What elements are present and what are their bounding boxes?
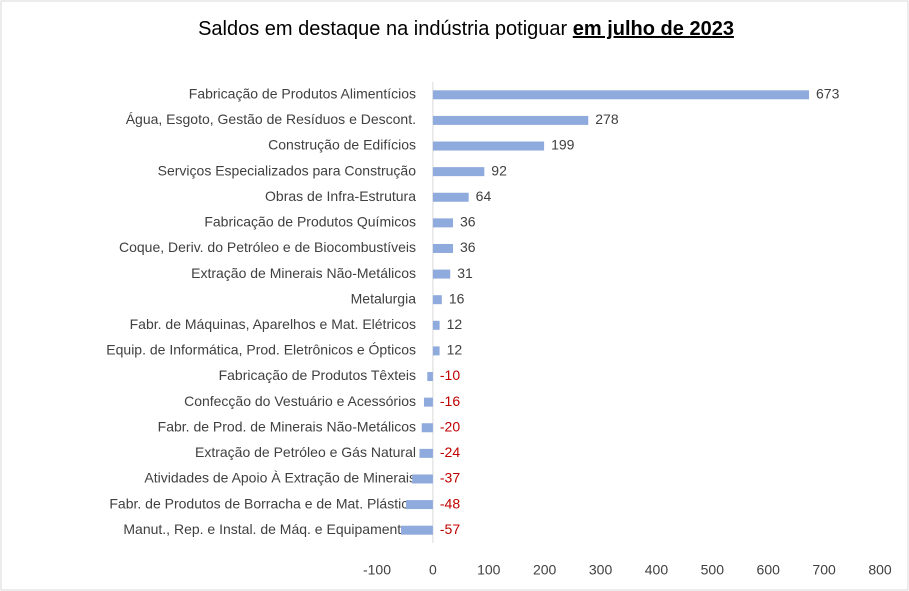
chart-title: Saldos em destaque na indústria potiguar…: [198, 18, 734, 40]
y-tick-label: Metalurgia: [351, 290, 417, 306]
value-label: -57: [440, 521, 460, 537]
value-label: -10: [440, 367, 460, 383]
value-label: 31: [457, 265, 473, 281]
bar: [432, 346, 440, 356]
value-label: 92: [491, 162, 507, 178]
y-tick-label: Equip. de Informática, Prod. Eletrônicos…: [106, 342, 416, 358]
bar: [406, 500, 433, 510]
y-tick-label: Serviços Especializados para Construção: [158, 162, 417, 178]
y-tick-label: Extração de Minerais Não-Metálicos: [191, 265, 416, 281]
value-label: -16: [440, 393, 460, 409]
bar: [432, 295, 442, 305]
y-tick-label: Extração de Petróleo e Gás Natural: [195, 444, 416, 460]
value-label: 64: [476, 188, 492, 204]
bar: [427, 372, 433, 382]
y-tick-label: Fabr. de Máquinas, Aparelhos e Mat. Elét…: [130, 316, 416, 332]
bar: [419, 448, 433, 458]
y-tick-label: Obras de Infra-Estrutura: [265, 188, 416, 204]
value-label: 12: [447, 342, 463, 358]
value-label: 278: [595, 111, 619, 127]
value-label: 36: [460, 214, 476, 230]
bar: [432, 320, 440, 330]
x-tick-label: 0: [429, 562, 437, 578]
bar: [432, 218, 454, 228]
y-tick-label: Coque, Deriv. do Petróleo e de Biocombus…: [119, 239, 416, 255]
y-tick-label: Fabr. de Prod. de Minerais Não-Metálicos: [158, 418, 416, 434]
value-label: 36: [460, 239, 476, 255]
x-tick-label: 700: [812, 562, 836, 578]
bar: [432, 90, 810, 100]
value-label: 16: [449, 290, 465, 306]
y-tick-label: Fabricação de Produtos Têxteis: [219, 367, 416, 383]
value-label: 199: [551, 137, 575, 153]
x-tick-label: -100: [363, 562, 391, 578]
bar: [432, 141, 545, 151]
y-tick-label: Atividades de Apoio À Extração de Minera…: [144, 470, 416, 486]
y-tick-label: Construção de Edifícios: [268, 137, 416, 153]
y-tick-label: Fabr. de Produtos de Borracha e de Mat. …: [109, 495, 416, 511]
x-tick-label: 600: [757, 562, 781, 578]
x-tick-label: 800: [868, 562, 892, 578]
bar: [432, 115, 589, 125]
bar: [432, 243, 454, 253]
bar: [432, 269, 451, 279]
y-tick-label: Fabricação de Produtos Alimentícios: [189, 86, 416, 102]
y-tick-label: Confecção do Vestuário e Acessórios: [184, 393, 416, 409]
y-tick-label: Manut., Rep. e Instal. de Máq. e Equipam…: [123, 521, 416, 537]
value-label: -24: [440, 444, 460, 460]
title-main: Saldos em destaque na indústria potiguar: [198, 18, 567, 40]
x-tick-label: 200: [533, 562, 557, 578]
value-label: -48: [440, 495, 460, 511]
title-emphasis: em julho de 2023: [573, 18, 734, 40]
x-tick-label: 100: [477, 562, 501, 578]
bar: [412, 474, 433, 484]
x-tick-label: 400: [645, 562, 669, 578]
value-label: -37: [440, 470, 460, 486]
bar: [423, 397, 433, 407]
bar: [432, 167, 485, 177]
y-tick-label: Água, Esgoto, Gestão de Resíduos e Desco…: [126, 111, 416, 127]
bar: [421, 423, 433, 433]
x-tick-label: 300: [589, 562, 613, 578]
value-label: 673: [816, 86, 840, 102]
x-tick-label: 500: [701, 562, 725, 578]
bar: [401, 525, 433, 535]
value-label: 12: [447, 316, 463, 332]
value-label: -20: [440, 418, 460, 434]
y-tick-label: Fabricação de Produtos Químicos: [204, 214, 416, 230]
bar: [432, 192, 469, 202]
